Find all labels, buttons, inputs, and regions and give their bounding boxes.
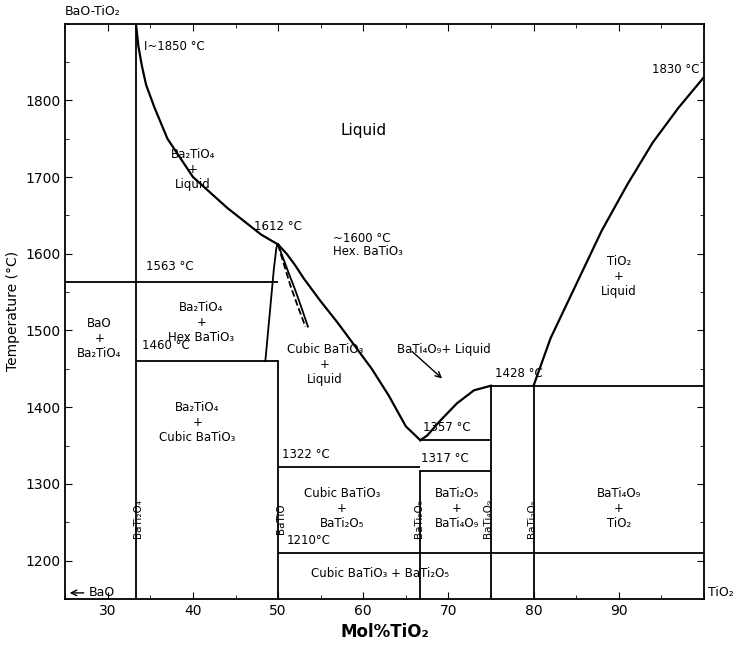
- Text: TiO₂: TiO₂: [708, 586, 734, 599]
- Text: BaTi₂O₄: BaTi₂O₄: [132, 499, 143, 538]
- Text: BaTi₄O₉
+
TiO₂: BaTi₄O₉ + TiO₂: [596, 487, 641, 530]
- Text: BaTi₄O₉+ Liquid: BaTi₄O₉+ Liquid: [398, 343, 491, 356]
- Text: Liquid: Liquid: [340, 124, 386, 138]
- Text: TiO₂
+
Liquid: TiO₂ + Liquid: [601, 256, 636, 298]
- Y-axis label: Temperature (°C): Temperature (°C): [6, 251, 19, 371]
- Text: BaO
+
Ba₂TiO₄: BaO + Ba₂TiO₄: [77, 316, 121, 360]
- Text: 1357 °C: 1357 °C: [423, 421, 471, 434]
- Text: BaTi₄O₉: BaTi₄O₉: [483, 499, 494, 538]
- Text: 1317 °C: 1317 °C: [421, 452, 469, 465]
- Text: Cubic BaTiO₃ + BaTi₂O₅: Cubic BaTiO₃ + BaTi₂O₅: [311, 567, 449, 580]
- Text: BaO: BaO: [89, 586, 115, 599]
- Text: ~1600 °C: ~1600 °C: [333, 232, 391, 245]
- Text: 1460 °C: 1460 °C: [142, 339, 190, 352]
- Text: Cubic BaTiO₃
+
BaTi₂O₅: Cubic BaTiO₃ + BaTi₂O₅: [304, 487, 380, 530]
- Text: BaTi₂O₅: BaTi₂O₅: [527, 499, 537, 538]
- Text: 1563 °C: 1563 °C: [146, 260, 194, 273]
- Text: Ba₂TiO₄
+
Liquid: Ba₂TiO₄ + Liquid: [171, 148, 215, 191]
- Text: Ba₂TiO₄
+
Cubic BaTiO₃: Ba₂TiO₄ + Cubic BaTiO₃: [159, 401, 236, 444]
- Text: Hex. BaTiO₃: Hex. BaTiO₃: [333, 245, 403, 258]
- Text: I~1850 °C: I~1850 °C: [143, 39, 204, 52]
- Text: 1210°C: 1210°C: [287, 534, 330, 547]
- Text: 1830 °C: 1830 °C: [652, 63, 700, 76]
- Text: BaTi₂O₅: BaTi₂O₅: [414, 499, 423, 538]
- X-axis label: Mol%TiO₂: Mol%TiO₂: [340, 624, 429, 641]
- Text: 1428 °C: 1428 °C: [495, 367, 543, 380]
- Text: Cubic BaTiO₃
+
Liquid: Cubic BaTiO₃ + Liquid: [287, 344, 363, 386]
- Text: BaTiO: BaTiO: [276, 503, 286, 534]
- Text: Ba₂TiO₄
+
Hex BaTiO₃: Ba₂TiO₄ + Hex BaTiO₃: [168, 302, 234, 344]
- Text: 1612 °C: 1612 °C: [254, 220, 302, 233]
- Text: BaO-TiO₂: BaO-TiO₂: [65, 5, 121, 17]
- Text: BaTi₂O₅
+
BaTi₄O₉: BaTi₂O₅ + BaTi₄O₉: [435, 487, 479, 530]
- Text: 1322 °C: 1322 °C: [282, 448, 330, 461]
